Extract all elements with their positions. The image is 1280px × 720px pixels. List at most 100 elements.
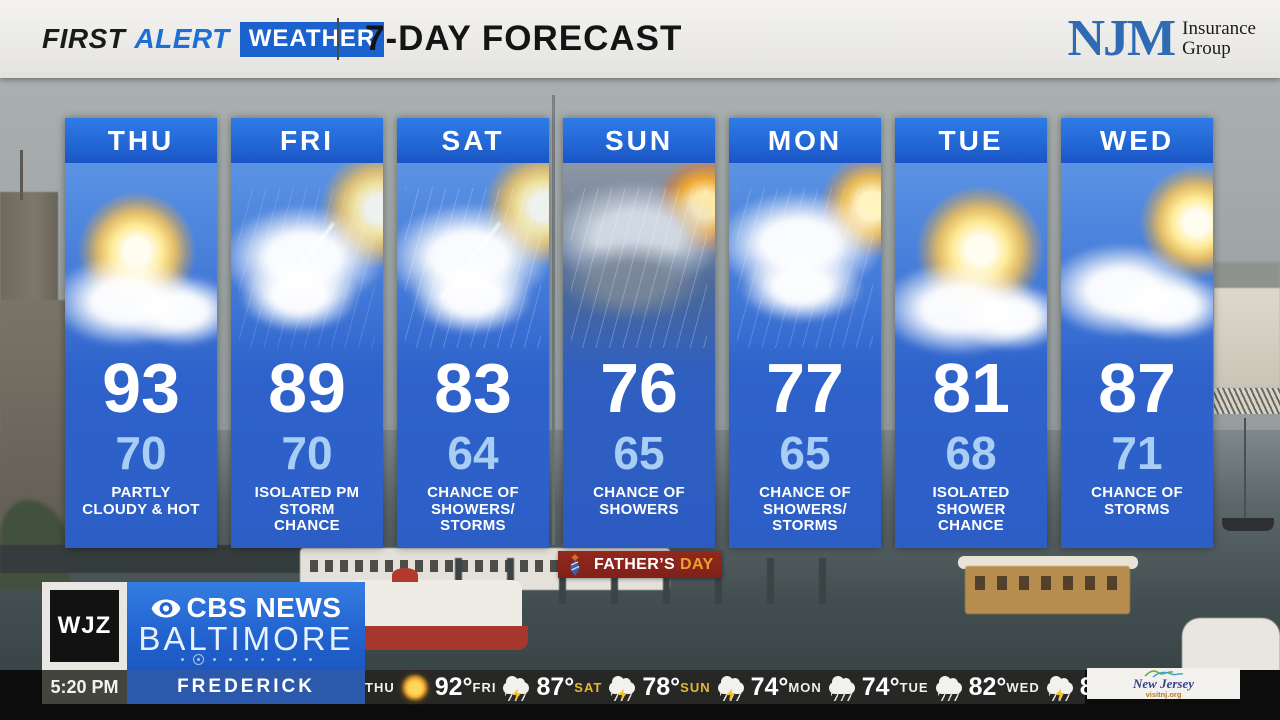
forecast-column-fri: FRI 89 70 ISOLATED PM STORM CHANCE: [231, 118, 383, 548]
day-label: THU: [107, 124, 175, 156]
low-temp: 70: [115, 427, 167, 479]
cloud-glyph: [739, 251, 864, 323]
background-building: [1214, 262, 1280, 292]
dark-cloud-glyph: [563, 241, 707, 321]
dot: [180, 658, 184, 661]
background-houseboat: [958, 556, 1138, 569]
ticker-temp: 74°: [750, 672, 789, 701]
low-temp: 64: [447, 427, 499, 479]
day-header: SAT: [397, 118, 549, 163]
background-sailboat: [1222, 518, 1274, 531]
ticker-day: MON: [788, 679, 822, 695]
high-temp: 93: [102, 349, 180, 427]
forecast-description: ISOLATED SHOWER CHANCE: [932, 484, 1010, 534]
nj-wave-icon: [1143, 669, 1183, 678]
ticker-entry: TUE 82°: [899, 673, 1006, 702]
cloud: [935, 675, 962, 694]
storm-cloud-icon: [607, 674, 637, 701]
column-body: 89 70 ISOLATED PM STORM CHANCE: [231, 163, 383, 548]
day-header: FRI: [231, 118, 383, 163]
day-header: THU: [65, 118, 217, 163]
background-pier: [0, 545, 345, 573]
column-body: 77 65 CHANCE OF SHOWERS/ STORMS: [729, 163, 881, 548]
fathers-day-banner: FATHER’S DAY: [558, 551, 722, 578]
day-label: SAT: [441, 124, 505, 156]
column-body: 87 71 CHANCE OF STORMS: [1061, 163, 1213, 548]
column-body: 93 70 PARTLY CLOUDY & HOT: [65, 163, 217, 548]
ticker-day: TUE: [899, 679, 929, 695]
cloud: [828, 675, 855, 694]
day-label: MON: [767, 124, 843, 156]
njm-wordmark: NJM: [1067, 10, 1177, 67]
ticker-day: THU: [365, 679, 395, 695]
background-sailboat: [1244, 418, 1246, 520]
forecast-column-sat: SAT 83 64 CHANCE OF SHOWERS/ STORMS: [397, 118, 549, 548]
fathers-day-word-gold: DAY: [680, 555, 714, 573]
cbs-eye-icon: [151, 599, 180, 617]
cloud-glyph: [239, 258, 359, 333]
forecast-description: CHANCE OF SHOWERS/ STORMS: [427, 484, 519, 534]
high-temp: 76: [600, 349, 678, 427]
njm-insurance-logo: NJM Insurance Group: [1067, 10, 1257, 67]
dot: [212, 658, 216, 661]
lightning-bolt: [1055, 688, 1065, 701]
cloud-rain-icon: [729, 163, 881, 358]
background-boat: [392, 568, 418, 582]
background-truss: [1214, 388, 1280, 414]
forecast-description: CHANCE OF SHOWERS: [593, 484, 685, 518]
background-houseboat: [965, 566, 1130, 614]
cloud: [609, 675, 636, 694]
lightning-bolt: [512, 688, 522, 701]
header-bar: FIRST ALERT WEATHER 7-DAY FORECAST NJM I…: [0, 0, 1280, 78]
low-temp: 68: [945, 427, 997, 479]
location-label: FREDERICK: [127, 670, 365, 704]
low-temp: 65: [779, 427, 831, 479]
low-temp: 65: [613, 427, 665, 479]
lightning-bolt: [618, 688, 628, 701]
background-boat-red-hull: [348, 626, 528, 650]
cbs-news-label: CBS NEWS: [186, 592, 342, 623]
day-label: SUN: [604, 124, 674, 156]
ticker-day: WED: [1006, 679, 1040, 695]
forecast-column-wed: WED 87 71 CHANCE OF STORMS: [1061, 118, 1213, 548]
column-body: 81 68 ISOLATED SHOWER CHANCE: [895, 163, 1047, 548]
cloud: [717, 675, 744, 694]
rain-glyph: [737, 188, 873, 348]
day-label: TUE: [938, 124, 1004, 156]
background-houseboat-windows: [975, 576, 1120, 590]
high-temp: 83: [434, 349, 512, 427]
brand-first-label: FIRST: [42, 23, 126, 54]
rain-glyph: [239, 188, 375, 348]
forecast-description: CHANCE OF SHOWERS/ STORMS: [759, 484, 851, 534]
sun-cloud-storm-icon: [1061, 163, 1213, 358]
fathers-day-label: FATHER’S DAY: [594, 556, 714, 574]
background-antenna: [20, 150, 23, 200]
dot-active: [192, 654, 204, 665]
storm-cloud-icon: [1045, 674, 1075, 701]
storm-cloud-icon: [501, 674, 531, 701]
ticker-day: SAT: [574, 679, 603, 695]
cloud: [503, 675, 530, 694]
high-temp: 77: [766, 349, 844, 427]
pm-storm-icon: [231, 163, 383, 358]
njm-subtitle-line2: Group: [1182, 38, 1231, 59]
sun-icon: [399, 673, 430, 701]
brand-alert-label: ALERT: [134, 23, 230, 54]
ticker-temp: 74°: [861, 672, 900, 701]
necktie-icon: [570, 553, 580, 576]
wjz-logo: WJZ: [42, 582, 127, 670]
ticker-day: FRI: [472, 679, 497, 695]
day-header: SUN: [563, 118, 715, 163]
high-temp: 87: [1098, 349, 1176, 427]
background-tent: [1182, 618, 1280, 672]
cloud-glyph: [957, 283, 1047, 351]
day-label: FRI: [279, 124, 335, 156]
cbs-news-baltimore-logo: CBS NEWS BALTIMORE: [127, 582, 365, 670]
showers-storms-icon: [397, 163, 549, 358]
page-title: 7-DAY FORECAST: [365, 19, 683, 58]
njm-subtitle: Insurance Group: [1182, 19, 1256, 59]
ticker-entry: FRI 87°: [472, 673, 574, 702]
rain-cloud-icon: [934, 674, 964, 701]
column-body: 83 64 CHANCE OF SHOWERS/ STORMS: [397, 163, 549, 548]
